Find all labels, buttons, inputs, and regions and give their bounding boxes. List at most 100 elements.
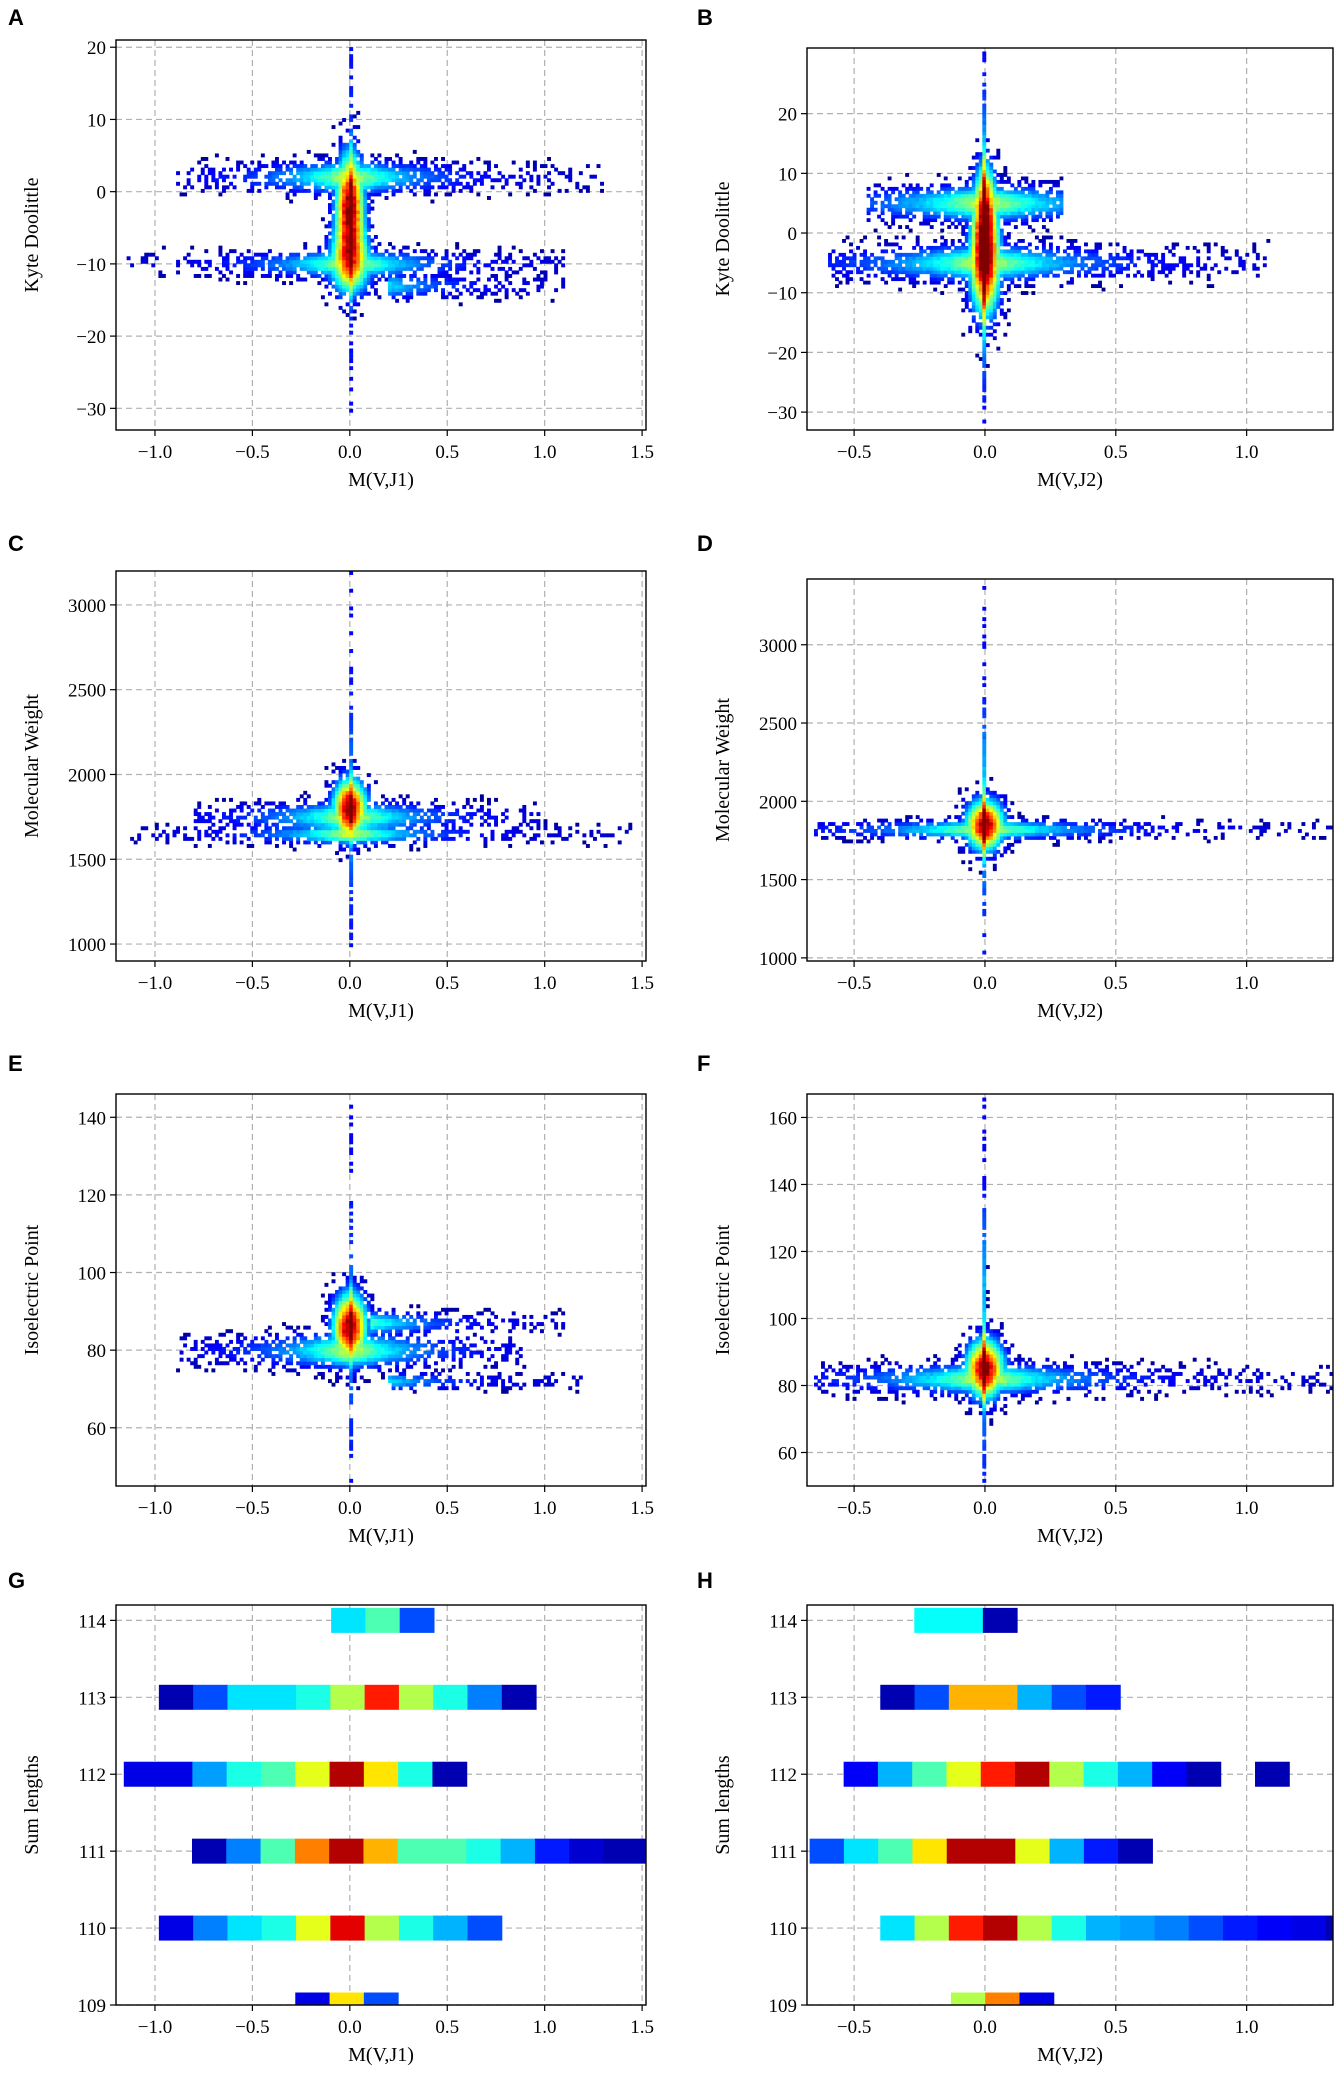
hist-bin (1094, 822, 1099, 826)
hist-bin (363, 787, 368, 792)
hist-bin (1059, 197, 1064, 202)
hist-bin (996, 266, 1001, 271)
hist-bin (324, 819, 329, 824)
hist-bin (968, 225, 973, 229)
hist-bin (957, 280, 962, 285)
hist-bin (992, 256, 997, 261)
data-marks (126, 47, 604, 413)
hist-bin (1041, 249, 1046, 254)
hist-bin (359, 181, 364, 186)
hist-bin (954, 252, 959, 257)
hist-bin (483, 844, 488, 848)
hist-bin (412, 167, 417, 172)
hist-bin (522, 277, 527, 282)
hist-bin (1031, 273, 1036, 278)
hist-bin (448, 181, 453, 186)
hist-bin (971, 801, 976, 806)
hist-bin (522, 833, 527, 838)
hist-bin (267, 266, 272, 271)
hist-bin (292, 822, 297, 827)
hist-bin (905, 825, 910, 830)
hist-bin (416, 812, 421, 817)
hist-bin (292, 808, 297, 813)
hist-bin (292, 252, 297, 257)
hist-bin (947, 825, 952, 830)
hist-bin (975, 252, 980, 257)
hist-bin (985, 252, 990, 257)
hist-bin (992, 239, 997, 243)
hist-bin (978, 304, 983, 309)
hist-bin (352, 808, 357, 813)
hist-bin (296, 815, 301, 820)
hist-bin (391, 277, 396, 282)
hist-bin (992, 249, 997, 254)
hist-bin (338, 305, 343, 310)
hist-bin (1003, 804, 1008, 809)
hist-bin (1052, 842, 1057, 847)
hist-bin (975, 849, 980, 854)
hist-bin (388, 836, 392, 841)
hist-bin (320, 164, 325, 169)
hist-bin (299, 822, 304, 827)
hist-bin (246, 188, 251, 193)
hist-bin (912, 207, 917, 212)
hist-bin (992, 825, 997, 830)
hist-bin (349, 171, 354, 176)
hist-bin (207, 812, 212, 817)
hist-bin (285, 192, 290, 197)
hist-bin (971, 846, 976, 851)
hist-bin (402, 288, 407, 293)
hist-bin (884, 832, 889, 837)
hist-bin (395, 801, 400, 806)
hist-bin (282, 833, 286, 838)
x-tick-label: 0.5 (1104, 442, 1128, 463)
hist-bin (992, 308, 997, 313)
hist-bin (975, 221, 980, 226)
hist-bin (356, 110, 361, 115)
hist-bin (320, 270, 325, 275)
hist-bin (282, 829, 286, 834)
hist-bin (299, 188, 304, 193)
hist-bin (313, 819, 318, 824)
hist-bin (511, 160, 516, 165)
hist-bin (926, 214, 931, 219)
hist-bin (943, 204, 948, 209)
hist-bin (985, 304, 990, 309)
hist-bin (964, 200, 969, 205)
hist-bin (363, 181, 368, 186)
hist-bin (310, 174, 315, 179)
hist-bin (982, 249, 987, 254)
hist-bin (352, 213, 357, 218)
hist-bin (1041, 200, 1046, 205)
hist-bin (250, 263, 255, 268)
hist-bin (968, 294, 973, 299)
hist-bin (345, 776, 350, 781)
hist-bin (359, 826, 364, 831)
hist-bin (957, 204, 962, 209)
hist-bin (331, 188, 336, 193)
hist-bin (303, 833, 308, 838)
hist-bin (1101, 832, 1106, 837)
hist-bin (469, 174, 474, 179)
hist-bin (455, 266, 460, 271)
hist-bin (999, 207, 1004, 212)
hist-bin (328, 836, 332, 841)
hist-bin (395, 263, 400, 268)
hist-bin (331, 266, 336, 271)
hist-bin (1017, 815, 1022, 820)
hist-bin (335, 790, 339, 795)
hist-bin (356, 284, 361, 289)
hist-bin (462, 164, 467, 169)
hist-bin (978, 155, 983, 160)
hist-bin (992, 790, 997, 795)
hist-bin (331, 203, 336, 208)
hist-bin (982, 82, 987, 87)
hist-bin (1224, 266, 1229, 271)
hist-bin (905, 207, 910, 212)
hist-bin (1140, 825, 1145, 830)
hist-bin (1178, 259, 1183, 264)
hist-bin (1105, 266, 1109, 271)
hist-bin (985, 277, 990, 282)
hist-bin (1087, 829, 1092, 833)
hist-bin (501, 819, 506, 824)
